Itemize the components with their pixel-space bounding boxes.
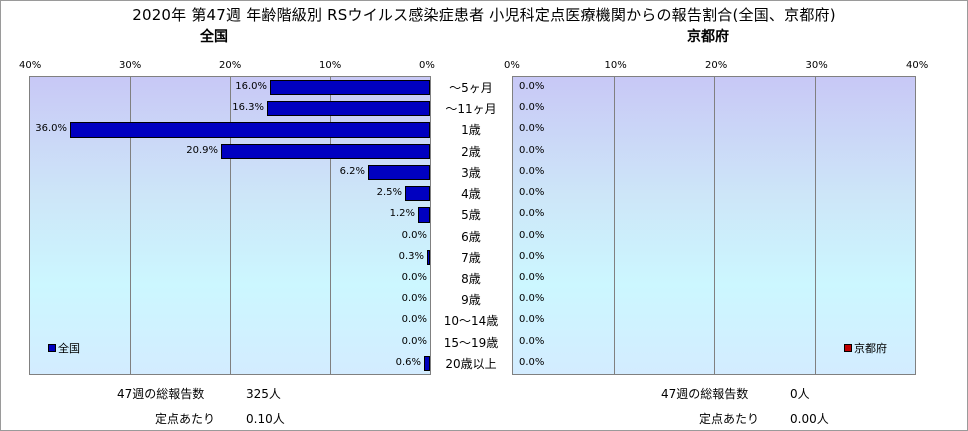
national-total-label: 47週の総報告数: [117, 387, 205, 401]
kyoto-data-label: 0.0%: [519, 144, 545, 156]
gridline: [714, 77, 715, 374]
national-data-label: 36.0%: [35, 123, 67, 135]
kyoto-x-tick: 20%: [705, 60, 728, 71]
category-label: 6歳: [461, 229, 481, 244]
category-label: 10～14歳: [443, 314, 499, 329]
kyoto-per-value: 0.00人: [790, 412, 829, 426]
legend-swatch-icon: [48, 344, 56, 352]
kyoto-data-label: 0.0%: [519, 208, 545, 220]
national-x-tick: 30%: [119, 60, 142, 71]
kyoto-data-label: 0.0%: [519, 250, 545, 262]
kyoto-legend: 京都府: [844, 340, 887, 356]
kyoto-data-label: 0.0%: [519, 123, 545, 135]
national-data-label: 0.6%: [395, 356, 421, 368]
national-bar: [221, 143, 430, 159]
category-label: 1歳: [461, 123, 481, 138]
national-data-label: 0.0%: [401, 229, 427, 241]
category-label: 20歳以上: [445, 356, 497, 371]
kyoto-data-label: 0.0%: [519, 335, 545, 347]
kyoto-total-value: 0人: [790, 387, 810, 401]
category-label: 9歳: [461, 293, 481, 308]
kyoto-per-label: 定点あたり: [699, 412, 760, 426]
national-bar: [424, 355, 430, 372]
legend-swatch-icon: [844, 344, 852, 352]
national-plot: 全国 16.0% 16.3% 36.0% 20.9% 6.2% 2.5% 1.2% 0.0% 0…: [29, 76, 431, 375]
national-data-label: 0.0%: [401, 335, 427, 347]
kyoto-data-label: 0.0%: [519, 229, 545, 241]
kyoto-total-label: 47週の総報告数: [661, 387, 749, 401]
category-label: ～5ヶ月: [449, 81, 493, 95]
national-data-label: 0.0%: [401, 271, 427, 283]
national-data-label: 2.5%: [376, 187, 402, 199]
kyoto-x-tick: 0%: [504, 60, 520, 71]
chart-title: 2020年 第47週 年齢階級別 RSウイルス感染症患者 小児科定点医療機関から…: [132, 6, 836, 24]
category-label: 5歳: [461, 208, 481, 223]
category-label: 7歳: [461, 250, 481, 265]
gridline: [330, 77, 331, 374]
national-data-label: 16.3%: [232, 102, 264, 114]
national-bar: [267, 101, 430, 117]
national-data-label: 0.0%: [401, 293, 427, 305]
category-label: 4歳: [461, 187, 481, 202]
kyoto-legend-label: 京都府: [854, 342, 887, 355]
national-data-label: 1.2%: [389, 208, 415, 220]
kyoto-data-label: 0.0%: [519, 165, 545, 177]
national-per-value: 0.10人: [246, 412, 285, 426]
gridline: [814, 77, 816, 374]
kyoto-data-label: 0.0%: [519, 356, 545, 368]
kyoto-plot: 京都府 0.0% 0.0% 0.0% 0.0% 0.0% 0.0% 0.0% 0.0% 0.0%…: [512, 76, 916, 375]
national-x-tick: 20%: [219, 60, 242, 71]
kyoto-data-label: 0.0%: [519, 293, 545, 305]
category-label: 15～19歳: [443, 335, 499, 350]
gridline: [130, 77, 131, 374]
category-label: ～11ヶ月: [445, 102, 497, 117]
national-x-tick: 10%: [319, 60, 342, 71]
kyoto-data-label: 0.0%: [519, 187, 545, 199]
national-per-label: 定点あたり: [155, 412, 216, 426]
national-data-label: 20.9%: [186, 144, 218, 156]
national-bar: [368, 164, 430, 181]
kyoto-data-label: 0.0%: [519, 81, 545, 92]
national-data-label: 6.2%: [339, 165, 365, 177]
national-bar: [418, 207, 430, 223]
national-data-label: 0.3%: [398, 250, 424, 262]
kyoto-data-label: 0.0%: [519, 102, 545, 114]
national-bar: [405, 186, 430, 202]
kyoto-subtitle: 京都府: [687, 29, 729, 45]
kyoto-x-tick: 40%: [906, 60, 929, 71]
national-total-value: 325人: [246, 387, 281, 401]
gridline: [613, 77, 615, 374]
kyoto-x-tick: 10%: [604, 60, 627, 71]
national-bar: [70, 122, 430, 138]
national-bar: [270, 79, 430, 96]
national-bar: [427, 249, 430, 265]
national-subtitle: 全国: [200, 29, 228, 45]
category-label: 2歳: [461, 144, 481, 159]
gridline: [230, 77, 231, 374]
national-data-label: 0.0%: [401, 314, 427, 326]
category-label: 3歳: [461, 165, 481, 180]
kyoto-x-tick: 30%: [805, 60, 828, 71]
national-data-label: 16.0%: [235, 81, 267, 92]
national-legend-label: 全国: [58, 342, 80, 355]
category-label: 8歳: [461, 271, 481, 286]
national-legend: 全国: [48, 340, 80, 356]
national-x-tick: 40%: [19, 60, 42, 71]
national-x-tick: 0%: [419, 60, 435, 71]
kyoto-data-label: 0.0%: [519, 314, 545, 326]
kyoto-data-label: 0.0%: [519, 271, 545, 283]
